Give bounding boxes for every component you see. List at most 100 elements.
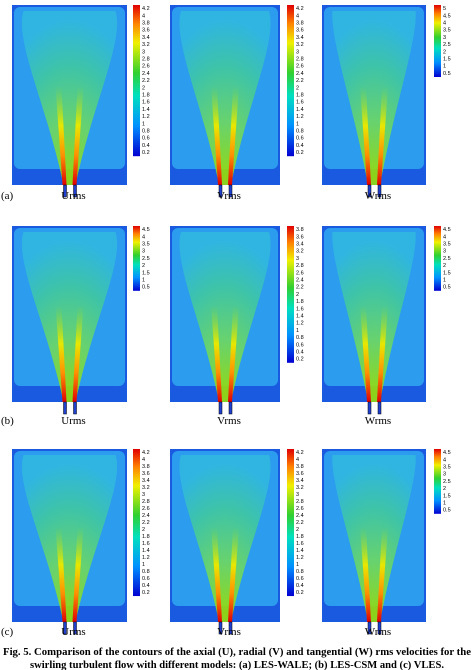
colorbar	[434, 449, 441, 514]
contour-jet	[55, 305, 67, 402]
colorbar-label: 0.8	[296, 128, 304, 134]
contour-plume	[21, 232, 118, 402]
colorbar-label: 2	[142, 85, 145, 91]
colorbar-label: 0.6	[296, 576, 304, 582]
contour-plume	[179, 11, 271, 185]
colorbar-label: 4.5	[142, 227, 150, 233]
contour-jet	[377, 526, 388, 622]
nozzle	[377, 401, 382, 415]
colorbar-label: 1.6	[296, 541, 304, 547]
colorbar-label: 3.8	[296, 227, 304, 233]
colorbar-label: 2.2	[296, 285, 304, 291]
colorbar-label: 2.5	[142, 256, 150, 262]
colorbar-label: 4	[296, 13, 299, 19]
colorbar-label: 3.5	[142, 241, 150, 247]
colorbar-label: 3.6	[296, 471, 304, 477]
nozzle	[218, 401, 223, 415]
colorbar-label: 3	[142, 49, 145, 55]
colorbar-label: 3.4	[296, 35, 304, 41]
colorbar-label: 2.2	[296, 520, 304, 526]
panel-label: (b)	[1, 415, 14, 427]
plot-label: Vrms	[217, 415, 241, 427]
colorbar-label: 1.8	[296, 299, 304, 305]
colorbar-label: 0.6	[142, 576, 150, 582]
colorbar-label: 3.2	[296, 249, 304, 255]
colorbar-label: 2.6	[142, 506, 150, 512]
colorbar-label: 4	[142, 13, 145, 19]
colorbar	[133, 226, 140, 291]
nozzle	[218, 184, 223, 198]
contour-jet	[377, 86, 388, 185]
colorbar-label: 0.2	[142, 590, 150, 596]
colorbar	[287, 226, 294, 363]
colorbar-label: 1.5	[443, 56, 451, 62]
contour-jet	[55, 86, 67, 185]
colorbar-label: 1.8	[142, 92, 150, 98]
nozzle	[218, 621, 223, 635]
colorbar-label: 0.5	[142, 285, 150, 291]
colorbar-label: 2.6	[142, 64, 150, 70]
nozzle	[367, 184, 372, 198]
colorbar	[287, 449, 294, 597]
nozzle	[63, 621, 67, 635]
colorbar-label: 2.2	[142, 520, 150, 526]
colorbar	[133, 5, 140, 157]
colorbar-label: 2	[296, 527, 299, 533]
colorbar-label: 1	[296, 121, 299, 127]
colorbar-label: 2	[296, 85, 299, 91]
colorbar	[133, 449, 140, 597]
contour-plume	[332, 232, 416, 402]
colorbar-label: 1.8	[296, 92, 304, 98]
nozzle	[228, 621, 233, 635]
contour-jet	[228, 86, 239, 185]
colorbar-label: 2.8	[142, 499, 150, 505]
nozzle	[228, 401, 233, 415]
colorbar-label: 0.6	[142, 136, 150, 142]
colorbar-label: 1.6	[296, 100, 304, 106]
colorbar-label: 3	[443, 35, 446, 41]
colorbar-label: 0.5	[443, 285, 451, 291]
plot-label: Wrms	[365, 415, 391, 427]
colorbar-label: 2.2	[296, 78, 304, 84]
colorbar-label: 4	[443, 457, 446, 463]
contour-jet	[211, 86, 222, 185]
colorbar-label: 1.4	[296, 548, 304, 554]
colorbar-label: 1.5	[443, 493, 451, 499]
contour-jet	[55, 526, 67, 622]
colorbar-label: 4	[296, 457, 299, 463]
nozzle	[73, 401, 77, 415]
colorbar-label: 3.2	[142, 485, 150, 491]
plot-label: Vrms	[217, 190, 241, 202]
nozzle	[367, 401, 372, 415]
contour-jet	[72, 526, 84, 622]
colorbar-label: 1.2	[296, 321, 304, 327]
colorbar-label: 3.8	[296, 464, 304, 470]
contour-plume	[179, 232, 271, 402]
colorbar-label: 3.2	[296, 42, 304, 48]
colorbar-label: 2.6	[296, 270, 304, 276]
colorbar-label: 5	[443, 6, 446, 12]
colorbar-label: 0.2	[296, 150, 304, 156]
colorbar	[434, 5, 441, 77]
colorbar-label: 2.6	[296, 506, 304, 512]
colorbar-label: 0.2	[296, 357, 304, 363]
colorbar-label: 1	[142, 277, 145, 283]
contour-plume	[179, 455, 271, 622]
plot-label: Urms	[61, 626, 85, 638]
colorbar-label: 1.2	[142, 555, 150, 561]
colorbar-label: 0.8	[296, 569, 304, 575]
colorbar-label: 1.4	[142, 107, 150, 113]
colorbar-label: 4.2	[296, 6, 304, 12]
colorbar-label: 2.5	[443, 479, 451, 485]
colorbar-label: 1.4	[296, 107, 304, 113]
colorbar-label: 3	[296, 492, 299, 498]
colorbar-label: 3.4	[142, 478, 150, 484]
contour-plume	[21, 455, 118, 622]
caption-line: Fig. 5. Comparison of the contours of th…	[3, 647, 472, 658]
colorbar-label: 0.4	[296, 349, 304, 355]
contour-plume	[332, 455, 416, 622]
colorbar	[287, 5, 294, 157]
colorbar-label: 4	[443, 20, 446, 26]
nozzle	[377, 184, 382, 198]
